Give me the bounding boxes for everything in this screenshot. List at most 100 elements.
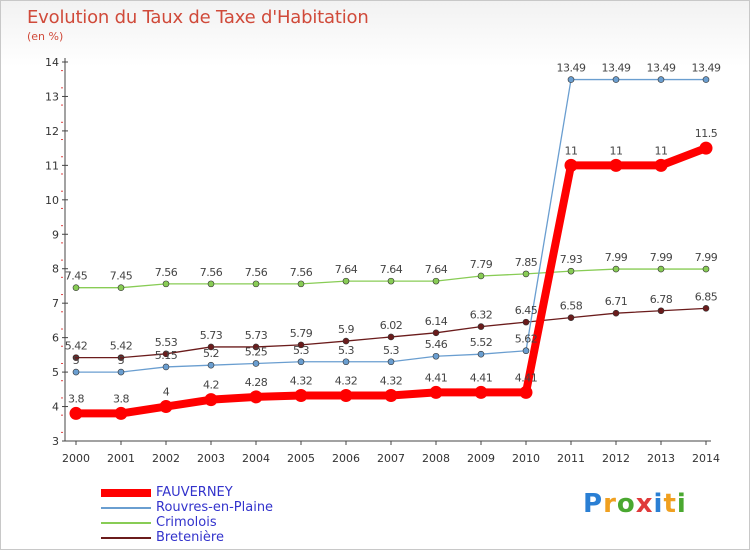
data-point-rouvres-en-plaine <box>162 363 170 371</box>
logo-letter: o <box>616 489 636 519</box>
y-tick-label: 13 <box>45 90 59 103</box>
y-tick-label: 5 <box>52 366 59 379</box>
data-label-rouvres-en-plaine: 5 <box>118 354 125 367</box>
data-label-rouvres-en-plaine: 5.3 <box>293 344 309 357</box>
legend-label: Rouvres-en-Plaine <box>156 500 274 515</box>
x-tick-label: 2009 <box>467 452 495 465</box>
data-label-fauverney: 3.8 <box>113 392 129 405</box>
data-point-crimolois <box>702 265 710 273</box>
data-label-crimolois: 7.64 <box>380 263 403 276</box>
data-point-fauverney <box>384 389 398 403</box>
data-label-fauverney: 4.28 <box>245 376 268 389</box>
data-label-breteni-re: 5.73 <box>245 329 268 342</box>
data-label-crimolois: 7.99 <box>695 251 718 264</box>
logo-letter: t <box>663 489 677 519</box>
data-label-crimolois: 7.64 <box>335 263 358 276</box>
logo-letter: i <box>653 489 664 519</box>
data-label-rouvres-en-plaine: 13.49 <box>602 62 631 75</box>
data-label-breteni-re: 6.58 <box>560 300 583 313</box>
data-label-fauverney: 4.41 <box>425 371 448 384</box>
data-label-breteni-re: 5.73 <box>200 329 223 342</box>
data-point-breteni-re <box>342 337 350 345</box>
proxiti-logo: Proxiti <box>583 489 687 519</box>
data-point-fauverney <box>249 390 263 404</box>
chart-data-labels: 7.45 7.45 7.56 7.56 7.56 7.56 7.64 7.64 7.64 7.79… <box>65 62 722 406</box>
legend-label: FAUVERNEY <box>156 485 233 500</box>
x-tick-label: 2002 <box>152 452 180 465</box>
y-tick-label: 11 <box>45 159 59 172</box>
data-point-crimolois <box>207 280 215 288</box>
data-label-fauverney: 4.41 <box>515 371 538 384</box>
y-tick-label: 6 <box>52 332 59 345</box>
data-label-fauverney: 3.8 <box>68 392 84 405</box>
x-tick-label: 2011 <box>557 452 585 465</box>
data-point-crimolois <box>387 277 395 285</box>
data-label-rouvres-en-plaine: 5.3 <box>383 344 399 357</box>
data-label-crimolois: 7.45 <box>110 270 133 283</box>
data-label-fauverney: 4.32 <box>380 375 403 388</box>
y-tick-label: 10 <box>45 194 59 207</box>
data-label-fauverney: 4.2 <box>203 379 219 392</box>
x-tick-label: 2006 <box>332 452 360 465</box>
data-point-rouvres-en-plaine <box>342 358 350 366</box>
data-point-crimolois <box>612 265 620 273</box>
x-tick-label: 2014 <box>692 452 720 465</box>
data-label-crimolois: 7.45 <box>65 270 88 283</box>
y-tick-label: 3 <box>52 435 59 448</box>
data-label-rouvres-en-plaine: 13.49 <box>647 62 676 75</box>
data-label-crimolois: 7.85 <box>515 256 538 269</box>
data-label-breteni-re: 6.78 <box>650 293 673 306</box>
data-label-rouvres-en-plaine: 5.3 <box>338 344 354 357</box>
data-point-rouvres-en-plaine <box>297 358 305 366</box>
y-tick-label: 4 <box>52 401 59 414</box>
data-label-fauverney: 4 <box>163 386 170 399</box>
data-point-fauverney <box>294 389 308 403</box>
data-label-breteni-re: 6.14 <box>425 315 448 328</box>
data-label-crimolois: 7.64 <box>425 263 448 276</box>
data-label-breteni-re: 6.85 <box>695 290 718 303</box>
data-point-breteni-re <box>477 323 485 330</box>
data-label-rouvres-en-plaine: 5.2 <box>203 347 219 360</box>
y-tick-label: 12 <box>45 125 59 138</box>
data-point-fauverney <box>654 158 668 172</box>
data-point-rouvres-en-plaine <box>612 76 620 83</box>
legend-swatch <box>101 507 151 509</box>
data-label-breteni-re: 5.53 <box>155 336 178 349</box>
x-tick-label: 2001 <box>107 452 135 465</box>
x-tick-label: 2008 <box>422 452 450 465</box>
x-tick-label: 2012 <box>602 452 630 465</box>
chart-axes: 3 4 5 6 7 8 9 10 11 12 13 14 2000 2001 2002 2003 2004 200… <box>45 56 720 465</box>
data-label-crimolois: 7.56 <box>155 266 178 279</box>
data-point-breteni-re <box>207 343 215 351</box>
data-label-rouvres-en-plaine: 5.15 <box>155 349 178 362</box>
x-tick-label: 2010 <box>512 452 540 465</box>
data-label-fauverney: 4.32 <box>290 375 313 388</box>
data-label-crimolois: 7.93 <box>560 253 583 266</box>
data-label-breteni-re: 6.71 <box>605 295 628 308</box>
data-label-fauverney: 11 <box>610 144 623 157</box>
data-point-fauverney <box>159 400 173 414</box>
data-point-fauverney <box>519 385 533 399</box>
data-point-fauverney <box>474 385 488 399</box>
data-point-crimolois <box>567 267 575 275</box>
data-point-rouvres-en-plaine <box>477 350 485 358</box>
data-label-crimolois: 7.56 <box>245 266 268 279</box>
x-tick-label: 2003 <box>197 452 225 465</box>
data-label-crimolois: 7.56 <box>200 266 223 279</box>
data-label-fauverney: 4.41 <box>470 371 493 384</box>
data-point-rouvres-en-plaine <box>387 358 395 366</box>
data-point-breteni-re <box>432 329 440 337</box>
logo-letter: i <box>676 489 687 519</box>
data-point-breteni-re <box>702 305 710 312</box>
data-point-crimolois <box>657 265 665 273</box>
data-point-rouvres-en-plaine <box>207 361 215 369</box>
legend-label: Bretenière <box>156 530 224 545</box>
legend-swatch <box>101 522 151 524</box>
data-point-breteni-re <box>387 333 395 341</box>
data-point-fauverney <box>564 158 578 172</box>
x-tick-label: 2007 <box>377 452 405 465</box>
x-tick-label: 2005 <box>287 452 315 465</box>
logo-letter: x <box>635 489 654 519</box>
